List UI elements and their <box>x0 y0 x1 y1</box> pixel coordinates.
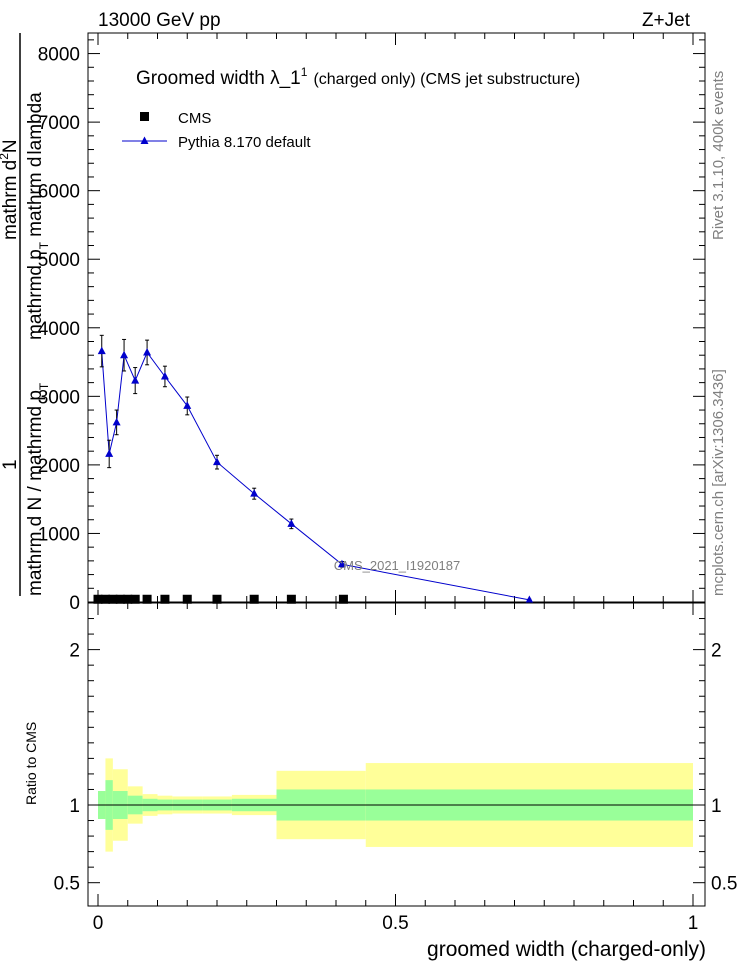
legend-cms-label: CMS <box>178 110 211 127</box>
cms-data-point <box>142 594 152 604</box>
x-axis-label: groomed width (charged-only) <box>427 938 706 961</box>
y-tick-label: 4000 <box>38 319 80 340</box>
analysis-watermark: CMS_2021_I1920187 <box>334 558 461 573</box>
legend-cms-marker <box>140 112 149 121</box>
y-tick-label: 1000 <box>38 524 80 545</box>
ratio-y-tick-label-right: 2 <box>711 641 722 662</box>
top-plot-area <box>93 334 534 604</box>
mc-data-point <box>112 417 121 426</box>
title-sup: 1 <box>301 65 308 79</box>
y-axis-label: 1 mathrm d N / mathrmd pT mathrm d2N mat… <box>0 33 51 596</box>
top-plot-frame <box>87 32 706 603</box>
y-tick-label: 2000 <box>38 456 80 477</box>
mc-data-point <box>183 401 192 409</box>
ratio-plot-frame <box>87 602 706 907</box>
legend-mc-marker <box>140 136 149 144</box>
ratio-axes: 0.5 0.5 1 1 2 2 0 0.5 1 <box>54 603 737 934</box>
mc-data-point <box>337 559 346 568</box>
cms-data-point <box>182 594 192 604</box>
top-axes: 0 1000 2000 3000 4000 5000 6000 7000 8000 <box>38 33 705 614</box>
cms-data-point <box>115 594 125 604</box>
mc-data-point <box>525 595 534 603</box>
y-tick-label: 8000 <box>38 45 80 66</box>
cms-data-point <box>123 594 133 604</box>
x-tick-label: 1 <box>688 913 699 934</box>
ratio-bands <box>98 758 693 852</box>
mc-data-point <box>213 457 221 466</box>
y-tick-label: 3000 <box>38 387 80 408</box>
mc-data-point <box>250 489 259 497</box>
title-main: Groomed width λ_1 <box>136 68 301 89</box>
cms-data-point <box>108 594 118 604</box>
ylabel-right-numerator: mathrm d2N <box>0 139 21 240</box>
energy-label: 13000 GeV pp <box>98 10 221 31</box>
ratio-y-tick-label-left: 1 <box>69 796 80 817</box>
cms-data-point <box>212 594 222 604</box>
ratio-y-tick-label-left: 2 <box>69 641 80 662</box>
cms-data-point <box>338 594 348 604</box>
legend-mc-label: Pythia 8.170 default <box>178 134 311 151</box>
y-tick-label: 6000 <box>38 182 80 203</box>
ylabel-right-denominator: mathrmd pTmathrm dlambda <box>25 92 51 340</box>
mc-data-point <box>97 346 106 355</box>
ratio-y-tick-label-right: 1 <box>711 796 722 817</box>
x-tick-label: 0 <box>93 913 104 934</box>
x-tick-label: 0.5 <box>382 913 408 934</box>
cms-data-point <box>286 594 296 604</box>
ratio-ylabel: Ratio to CMS <box>23 722 39 805</box>
cms-data-point <box>160 594 170 604</box>
mc-data-point <box>160 371 169 380</box>
cms-data-point <box>100 594 110 604</box>
rivet-label: Rivet 3.1.10, 400k events <box>710 71 727 240</box>
y-tick-label: 0 <box>69 593 80 614</box>
title-rest: (charged only) (CMS jet substructure) <box>313 71 580 88</box>
cms-data-point <box>130 594 140 604</box>
ratio-y-tick-label-left: 0.5 <box>54 874 80 895</box>
mc-data-point <box>131 376 140 384</box>
mc-data-point <box>105 449 114 457</box>
process-label: Z+Jet <box>642 10 691 31</box>
mc-data-point <box>120 350 129 359</box>
mc-data-point <box>287 519 296 527</box>
y-tick-label: 5000 <box>38 250 80 271</box>
cms-data-point <box>249 594 259 604</box>
y-tick-label: 7000 <box>38 113 80 134</box>
cms-data-point <box>93 594 103 604</box>
mc-series-line <box>101 351 530 601</box>
ratio-y-tick-label-right: 0.5 <box>711 874 737 895</box>
ylabel-left-numerator: 1 <box>0 459 21 470</box>
mc-data-point <box>143 347 152 356</box>
mcplots-label: mcplots.cern.ch [arXiv:1306.3436] <box>710 369 727 596</box>
ylabel-left-denominator: mathrm d N / mathrmd pT <box>25 382 51 596</box>
chart-title: Groomed width λ_11 (charged only) (CMS je… <box>136 65 580 89</box>
